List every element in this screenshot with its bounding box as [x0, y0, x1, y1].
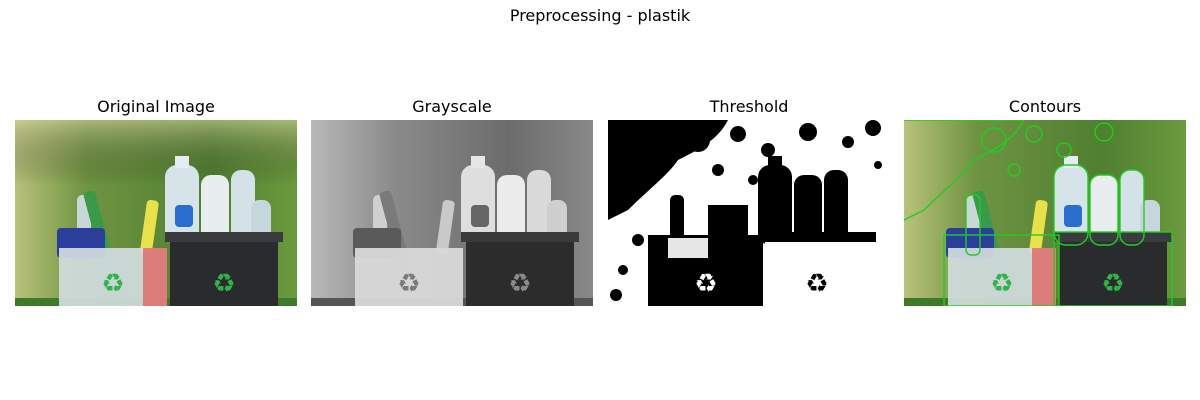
recycle-icon: ♻ [508, 269, 531, 299]
panel-grayscale: Grayscale ♻ ♻ [311, 96, 593, 306]
figure-title: Preprocessing - plastik [509, 6, 691, 25]
contours-image: ♻ ♻ [904, 120, 1186, 306]
recycle-icon: ♻ [212, 269, 235, 299]
panel-contours: Contours ♻ ♻ [904, 96, 1186, 306]
recycle-icon: ♻ [1101, 269, 1124, 299]
original-image: ♻ ♻ [15, 120, 297, 306]
recycle-icon: ♻ [694, 269, 717, 299]
recycle-icon: ♻ [805, 269, 828, 299]
recycle-icon: ♻ [990, 269, 1013, 299]
contour-lines [904, 120, 1173, 306]
recycle-icon: ♻ [101, 269, 124, 299]
panel-threshold: Threshold ♻ ♻ [608, 96, 890, 306]
panel-title-threshold: Threshold [709, 97, 789, 116]
recycle-icon: ♻ [397, 269, 420, 299]
panel-title-grayscale: Grayscale [412, 97, 492, 116]
panel-original-image: Original Image [15, 96, 297, 306]
grayscale-image: ♻ ♻ [311, 120, 593, 306]
threshold-image: ♻ ♻ [608, 120, 890, 306]
panel-title-original: Original Image [97, 97, 215, 116]
panel-title-contours: Contours [1008, 97, 1082, 116]
